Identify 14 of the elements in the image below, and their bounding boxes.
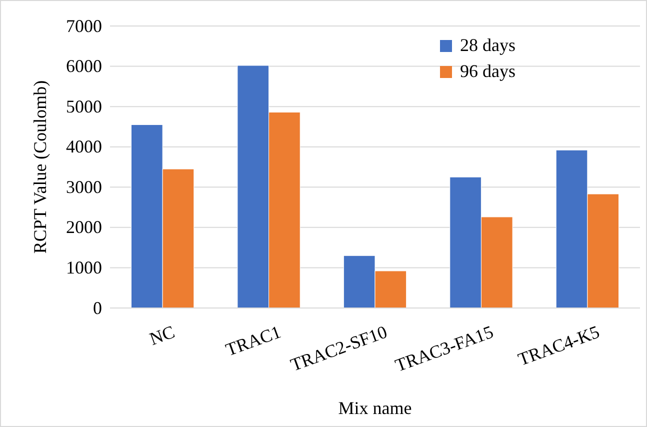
- y-axis-title: RCPT Value (Coulomb): [30, 80, 50, 254]
- y-tick-label: 3000: [66, 176, 102, 197]
- x-tick-label: NC: [146, 322, 178, 349]
- y-tick-label: 5000: [66, 96, 102, 116]
- y-tick-label: 6000: [66, 56, 102, 76]
- legend-label: 96 days: [460, 61, 516, 81]
- y-tick-label: 1000: [66, 257, 102, 278]
- x-tick-label: TRAC1: [223, 322, 284, 360]
- y-tick-label: 2000: [66, 217, 102, 238]
- y-tick-label: 7000: [66, 16, 102, 36]
- x-axis-title: Mix name: [338, 398, 412, 418]
- y-tick-label: 4000: [66, 136, 102, 157]
- legend-label: 28 days: [460, 35, 516, 55]
- y-tick-label: 0: [93, 298, 102, 318]
